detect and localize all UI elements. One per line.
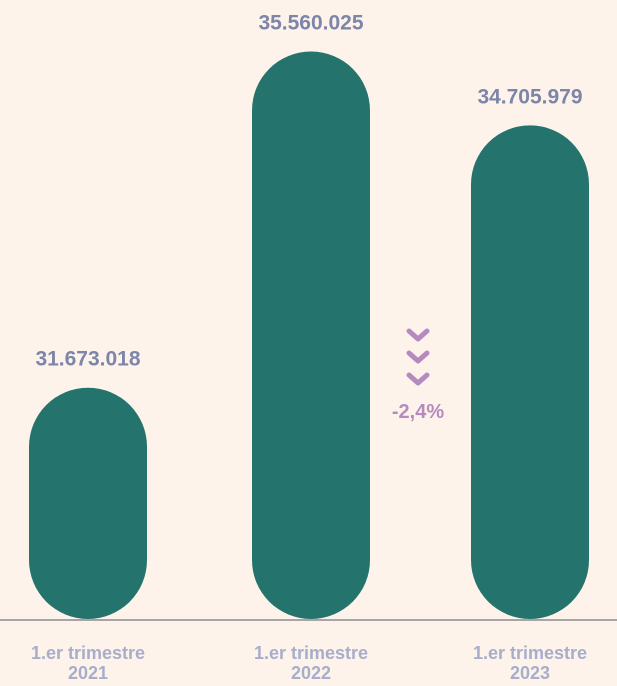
value-label: 35.560.025 — [258, 11, 363, 34]
x-tick-label: 1.er trimestre — [31, 643, 145, 663]
value-label: 34.705.979 — [477, 85, 582, 108]
down-chevrons — [406, 328, 430, 386]
x-tick-label: 2022 — [291, 663, 331, 683]
x-tick-label: 1.er trimestre — [254, 643, 368, 663]
annotation: -2,4% — [392, 401, 444, 423]
x-tick-label: 2021 — [68, 663, 108, 683]
value-label: 31.673.018 — [35, 348, 140, 371]
x-tick-label: 2023 — [510, 663, 550, 683]
bar — [252, 51, 370, 620]
x-tick-label: 1.er trimestre — [473, 643, 587, 663]
bar — [471, 125, 589, 619]
bar — [29, 387, 147, 619]
